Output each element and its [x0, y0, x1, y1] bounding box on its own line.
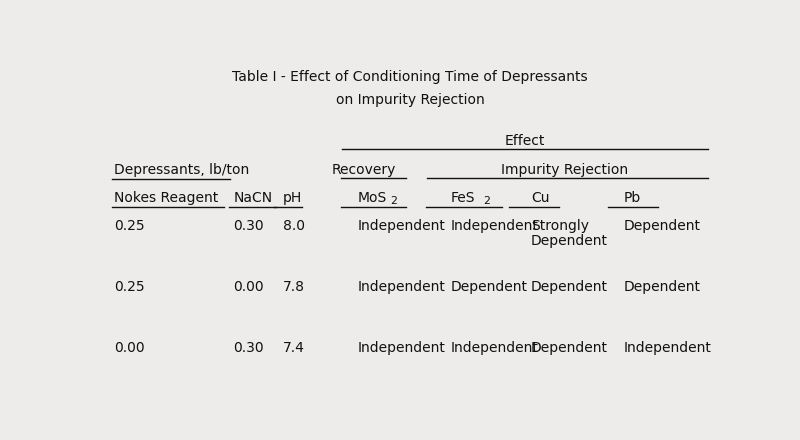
Text: NaCN: NaCN	[234, 191, 273, 205]
Text: Independent: Independent	[450, 341, 538, 355]
Text: 0.00: 0.00	[114, 341, 144, 355]
Text: 2: 2	[483, 196, 490, 206]
Text: Recovery: Recovery	[331, 163, 396, 177]
Text: 0.00: 0.00	[234, 279, 264, 293]
Text: Strongly: Strongly	[531, 219, 589, 233]
Text: MoS: MoS	[358, 191, 386, 205]
Text: Effect: Effect	[505, 134, 545, 148]
Text: Dependent: Dependent	[624, 219, 701, 233]
Text: pH: pH	[283, 191, 302, 205]
Text: Depressants, lb/ton: Depressants, lb/ton	[114, 163, 249, 177]
Text: on Impurity Rejection: on Impurity Rejection	[336, 92, 484, 106]
Text: 2: 2	[390, 196, 397, 206]
Text: 0.25: 0.25	[114, 279, 144, 293]
Text: 0.25: 0.25	[114, 219, 144, 233]
Text: Dependent: Dependent	[531, 341, 608, 355]
Text: Dependent: Dependent	[624, 279, 701, 293]
Text: Dependent: Dependent	[450, 279, 527, 293]
Text: 7.4: 7.4	[283, 341, 305, 355]
Text: Independent: Independent	[624, 341, 712, 355]
Text: Independent: Independent	[450, 219, 538, 233]
Text: Independent: Independent	[358, 279, 445, 293]
Text: Independent: Independent	[358, 341, 445, 355]
Text: Nokes Reagent: Nokes Reagent	[114, 191, 218, 205]
Text: 8.0: 8.0	[283, 219, 305, 233]
Text: Impurity Rejection: Impurity Rejection	[502, 163, 629, 177]
Text: 0.30: 0.30	[234, 219, 264, 233]
Text: Dependent: Dependent	[531, 279, 608, 293]
Text: 0.30: 0.30	[234, 341, 264, 355]
Text: Cu: Cu	[531, 191, 550, 205]
Text: Pb: Pb	[624, 191, 641, 205]
Text: Table I - Effect of Conditioning Time of Depressants: Table I - Effect of Conditioning Time of…	[232, 70, 588, 84]
Text: Independent: Independent	[358, 219, 445, 233]
Text: Dependent: Dependent	[531, 234, 608, 248]
Text: FeS: FeS	[450, 191, 474, 205]
Text: 7.8: 7.8	[283, 279, 305, 293]
